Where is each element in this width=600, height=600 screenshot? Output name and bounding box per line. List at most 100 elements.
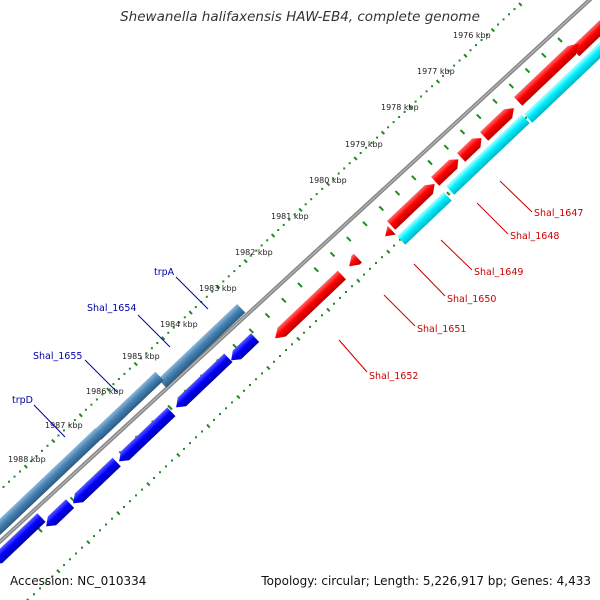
gene-arrow[interactable]: [524, 38, 600, 123]
tick-dot: [153, 477, 155, 479]
tick-dot: [348, 162, 351, 165]
tick-dot: [57, 434, 60, 437]
gene-label-shal-1649[interactable]: Shal_1649: [474, 267, 523, 278]
gene-label-shal-1652[interactable]: Shal_1652: [369, 371, 418, 382]
gene-label-shal-1655[interactable]: Shal_1655: [33, 351, 82, 362]
tick-dot: [310, 198, 313, 201]
tick-dash: [167, 404, 173, 411]
tick-dash: [411, 175, 417, 181]
tick-dash: [427, 159, 433, 166]
tick-dash: [362, 221, 368, 227]
tick-dot: [303, 331, 305, 334]
gene-arrow[interactable]: [172, 353, 233, 411]
reverse-cds-track: [0, 333, 260, 569]
tick-dash: [394, 190, 401, 196]
tick-dot: [133, 361, 138, 367]
tick-dot: [351, 285, 353, 288]
tick-dot: [345, 291, 347, 293]
tick-dot: [139, 357, 142, 360]
tick-dot: [321, 187, 324, 190]
gene-arrow[interactable]: [457, 134, 486, 162]
gene-arrow[interactable]: [42, 499, 75, 530]
tick-dot: [227, 275, 230, 278]
gene-arrow-shal-1650[interactable]: [381, 225, 396, 241]
tick-dot: [195, 436, 197, 439]
gene-label-shal-1654[interactable]: Shal_1654: [87, 303, 136, 314]
tick-dot: [167, 331, 170, 334]
tick-dot: [298, 207, 303, 213]
tick-dot: [332, 177, 335, 180]
tick-dot: [225, 407, 227, 410]
tick-dot: [408, 104, 413, 110]
tick-dot: [206, 423, 211, 429]
tick-dot: [62, 429, 65, 432]
tick-dot: [63, 564, 65, 567]
gene-arrow[interactable]: [69, 457, 121, 508]
gene-arrow[interactable]: [431, 155, 462, 186]
tick-dot: [128, 367, 131, 370]
gene-arrow[interactable]: [514, 39, 583, 106]
tick-dot: [502, 18, 505, 21]
tick-label: 1985 kbp: [122, 352, 160, 361]
tick-dot: [86, 540, 91, 545]
tick-dot: [146, 482, 151, 487]
tick-dot: [35, 455, 38, 457]
gene-arrow[interactable]: [480, 104, 518, 141]
tick-dot: [129, 500, 131, 503]
gene-label-shal-1648[interactable]: Shal_1648: [510, 231, 559, 242]
gene-arrow-shal-1655[interactable]: [93, 371, 164, 440]
tick-dot: [431, 85, 434, 88]
gene-label-shal-1647[interactable]: Shal_1647: [534, 208, 583, 219]
gene-arrow-shal-1648[interactable]: [446, 114, 530, 195]
gene-arrow-shal-1647[interactable]: [387, 180, 439, 230]
gene-arrow-shal-1654[interactable]: [158, 303, 246, 388]
tick-dot: [255, 378, 257, 381]
gene-arrow-trpa[interactable]: [227, 333, 260, 364]
tick-dot: [453, 64, 456, 67]
forward-rna-track: [397, 38, 600, 245]
gene-arrow[interactable]: [0, 513, 46, 569]
tick-dot: [183, 447, 185, 450]
tick-dot: [19, 470, 21, 473]
gene-arrow-shal-1651[interactable]: [345, 253, 362, 271]
gene-label-shal-1651[interactable]: Shal_1651: [417, 324, 466, 335]
gene-arrow[interactable]: [115, 407, 176, 465]
tick-dot: [112, 383, 115, 386]
tick-dot: [84, 408, 87, 411]
tick-dot: [106, 387, 111, 392]
gene-arrow-trpd[interactable]: [0, 428, 104, 539]
tick-dot: [161, 336, 166, 341]
gene-label-trpa[interactable]: trpA: [154, 267, 175, 278]
tick-dot: [171, 459, 173, 462]
tick-dot: [315, 193, 318, 196]
tick-dot: [41, 449, 43, 452]
gene-arrow-shal-1652[interactable]: [271, 270, 346, 343]
gene-arrow[interactable]: [570, 20, 600, 57]
tick-dashes: [37, 37, 563, 533]
tick-dot: [243, 259, 248, 264]
tick-dot: [156, 342, 159, 344]
tick-label: 1980 kbp: [309, 176, 347, 185]
tick-dot: [159, 471, 161, 474]
tick-dot: [93, 535, 95, 538]
gene-arrow-shal-1649[interactable]: [397, 191, 452, 245]
map-title: Shewanella halifaxensis HAW-EB4, complet…: [120, 9, 480, 25]
tick-dot: [45, 581, 47, 584]
tick-dash: [248, 328, 255, 334]
tick-dot: [296, 336, 301, 342]
tick-dot: [518, 2, 523, 7]
tick-dot: [13, 475, 16, 478]
tick-dot: [380, 130, 386, 135]
tick-dot: [387, 126, 390, 129]
gene-label-trpd[interactable]: trpD: [12, 395, 33, 406]
left-gene-labels: trpA Shal_1654 Shal_1655 trpD: [12, 267, 209, 438]
tick-label: 1976 kbp: [453, 31, 491, 40]
tick-dash: [297, 282, 303, 288]
tick-dot: [46, 444, 49, 447]
gene-label-shal-1650[interactable]: Shal_1650: [447, 294, 496, 305]
tick-dot: [458, 59, 461, 62]
tick-dot: [497, 23, 499, 26]
tick-dot: [309, 325, 311, 328]
tick-label: 1977 kbp: [417, 67, 455, 76]
